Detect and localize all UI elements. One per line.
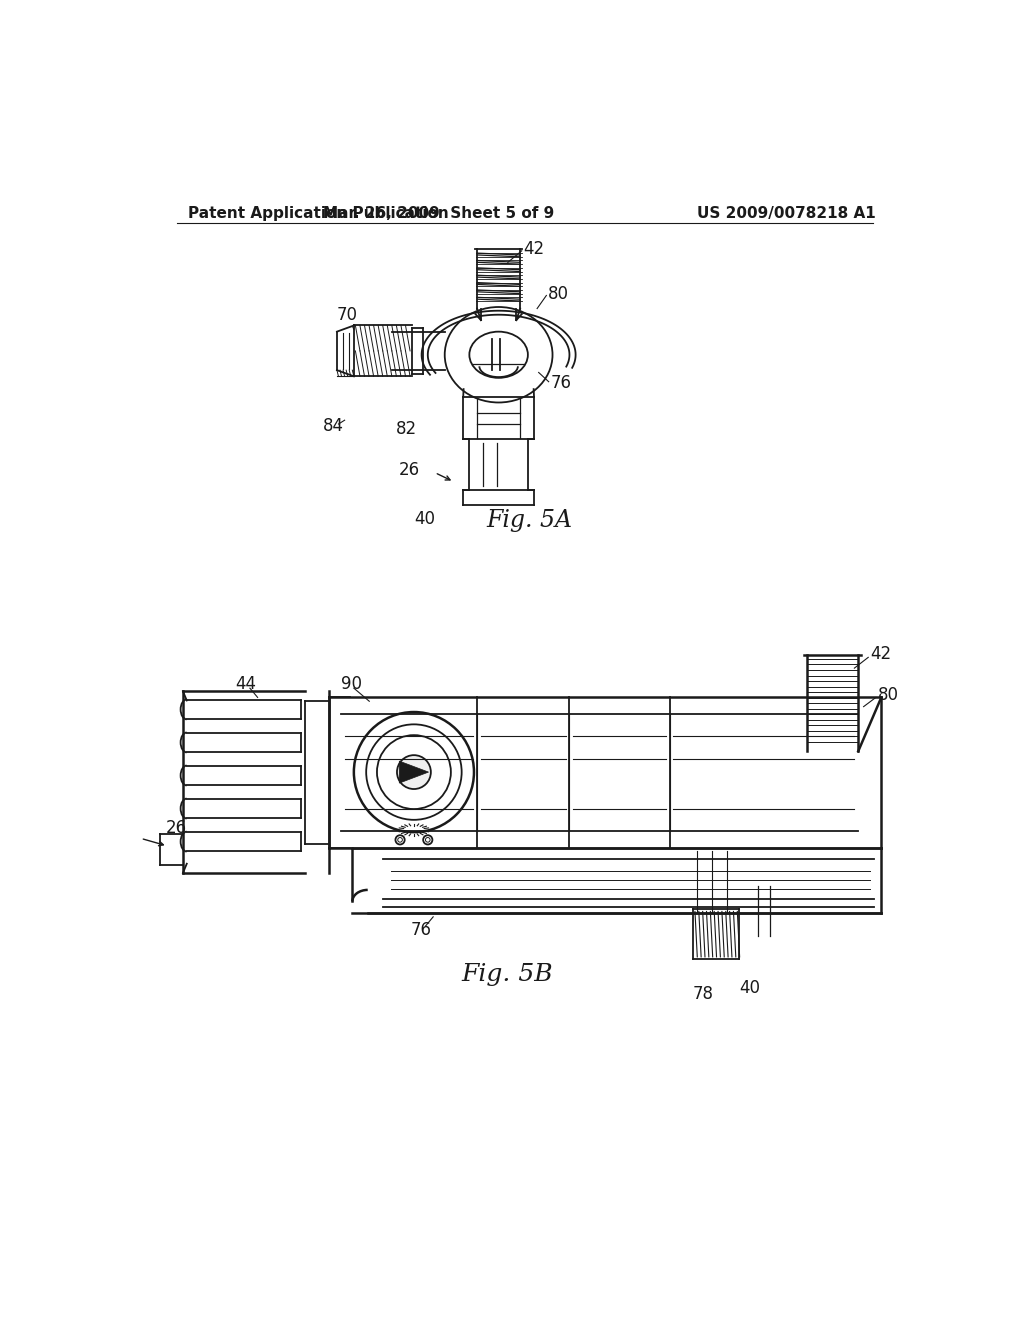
- Text: US 2009/0078218 A1: US 2009/0078218 A1: [696, 206, 876, 222]
- Text: Patent Application Publication: Patent Application Publication: [188, 206, 450, 222]
- Circle shape: [397, 755, 431, 789]
- Text: 80: 80: [878, 686, 898, 704]
- Text: 84: 84: [323, 417, 344, 436]
- Text: 40: 40: [739, 979, 760, 998]
- Text: 82: 82: [396, 421, 418, 438]
- Text: 76: 76: [550, 375, 571, 392]
- Text: 26: 26: [398, 461, 420, 479]
- Text: Fig. 5A: Fig. 5A: [486, 508, 572, 532]
- Text: 90: 90: [341, 676, 362, 693]
- Text: 42: 42: [869, 645, 891, 663]
- Text: 78: 78: [692, 985, 713, 1003]
- Polygon shape: [399, 762, 429, 783]
- Text: 42: 42: [523, 240, 545, 259]
- Text: 40: 40: [415, 510, 435, 528]
- Text: Fig. 5B: Fig. 5B: [462, 964, 553, 986]
- Text: 26: 26: [166, 820, 187, 837]
- Text: 80: 80: [548, 285, 569, 302]
- Text: 76: 76: [411, 921, 432, 939]
- Text: 70: 70: [337, 306, 358, 330]
- Text: 44: 44: [236, 676, 257, 693]
- Text: Mar. 26, 2009  Sheet 5 of 9: Mar. 26, 2009 Sheet 5 of 9: [323, 206, 554, 222]
